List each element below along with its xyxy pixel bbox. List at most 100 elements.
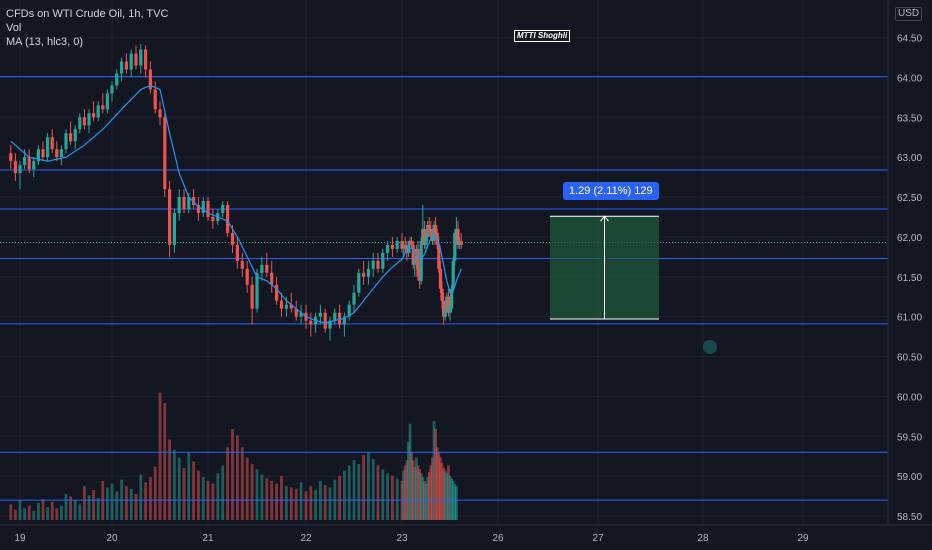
volume-bar [371,458,375,520]
candle-body [299,312,303,317]
volume-bar [201,477,205,520]
currency-button[interactable]: USD [895,7,923,21]
candle-body [289,304,293,309]
candle-body [390,244,394,249]
candle-body [96,105,100,118]
volume-bar [280,475,283,520]
measure-zone[interactable] [550,215,659,320]
horizontal-levels[interactable]: 64.0162.8462.3561.7360.9159.3058.7061.93… [0,69,930,508]
candle-body [172,212,176,245]
volume-bar [144,482,147,520]
volume-bar [250,464,254,520]
candle-body [376,260,380,269]
candle-body [82,117,86,126]
price-tick-label: 59.50 [897,432,922,443]
price-axis[interactable]: 64.50 64.00 63.50 63.00 62.50 62.00 61.50 61.00… [887,0,932,550]
volume-bar [78,504,82,520]
candle-body [41,149,45,158]
candle-body [168,189,172,245]
candle-body [456,228,460,245]
volume-bar [427,471,431,520]
time-axis[interactable]: 19 20 21 22 23 26 27 28 29 [0,524,932,550]
chart-legend: CFDs on WTI Crude Oil, 1h, TVC Vol MA (1… [6,7,168,49]
time-tick-label: 27 [592,533,604,544]
volume-bar [55,508,59,520]
cursor-dot [703,340,717,354]
volume-bar [328,487,332,520]
volume-bar [405,460,409,520]
volume-bar [403,465,407,520]
volume-bar [221,465,225,520]
candle-body [92,113,96,118]
volume-bar [447,465,450,520]
time-tick-label: 28 [697,533,709,544]
candle-body [245,268,249,285]
candle-body [163,117,167,190]
candle-body [101,105,105,110]
price-tick-label: 62.50 [897,193,922,204]
candle-body [381,252,385,269]
volume-bar [294,488,298,520]
volume-bar [87,495,91,520]
time-tick-label: 23 [396,533,408,544]
volume-bar [362,455,365,520]
volume-bar [197,470,200,520]
ma-indicator-label[interactable]: MA (13, hlc3, 0) [6,36,84,48]
candle-body [323,312,327,329]
volume-bar [432,421,436,520]
candles [9,43,463,341]
candle-body [426,224,430,237]
candle-body [46,137,50,158]
volume-bar [168,439,171,520]
candle-body [36,149,40,162]
candle-body [318,312,322,317]
volume-bar [96,497,100,520]
volume-bar [347,465,351,520]
volume-bar [173,449,176,520]
candle-body [105,93,109,110]
price-tick-label: 63.00 [897,153,922,164]
candle-body [250,284,254,309]
candle-body [419,240,423,281]
price-tick-label: 63.50 [897,113,922,124]
candle-body [260,264,264,273]
volume-bar [391,475,394,520]
volume-bar [14,509,17,520]
volume-bar [434,429,437,520]
candle-body [221,205,225,213]
price-axis-bg [888,0,932,550]
ma-line [10,84,462,324]
candle-body [18,165,22,174]
volume-bar [445,473,449,520]
volume-bar [407,442,410,520]
volume-bar [413,466,417,520]
volume-bar [211,483,215,520]
volume-bar [408,423,412,520]
candle-body [201,201,205,213]
candle-body [182,197,186,210]
measure-arrow-head [600,215,609,222]
candle-body [78,117,82,130]
volume-bar [110,483,114,520]
volume-bar [106,487,109,520]
candle-body [9,153,13,162]
volume-indicator-label[interactable]: Vol [6,22,22,34]
grid [0,0,888,525]
candle-body [110,85,114,94]
candle-body [235,244,239,261]
candle-body [120,61,124,74]
candle-body [438,268,442,289]
chart-title[interactable]: CFDs on WTI Crude Oil, 1h, TVC [6,8,169,20]
candle-body [64,133,68,150]
volume-bar [418,469,421,520]
volume-bar [64,494,68,520]
candle-body [347,304,351,317]
candle-body [270,272,274,285]
volume-bar [429,465,433,520]
candle-body [309,320,313,325]
candle-body [362,272,366,277]
volume-bar [73,500,77,520]
candle-body [275,284,279,301]
candle-body [148,69,152,90]
